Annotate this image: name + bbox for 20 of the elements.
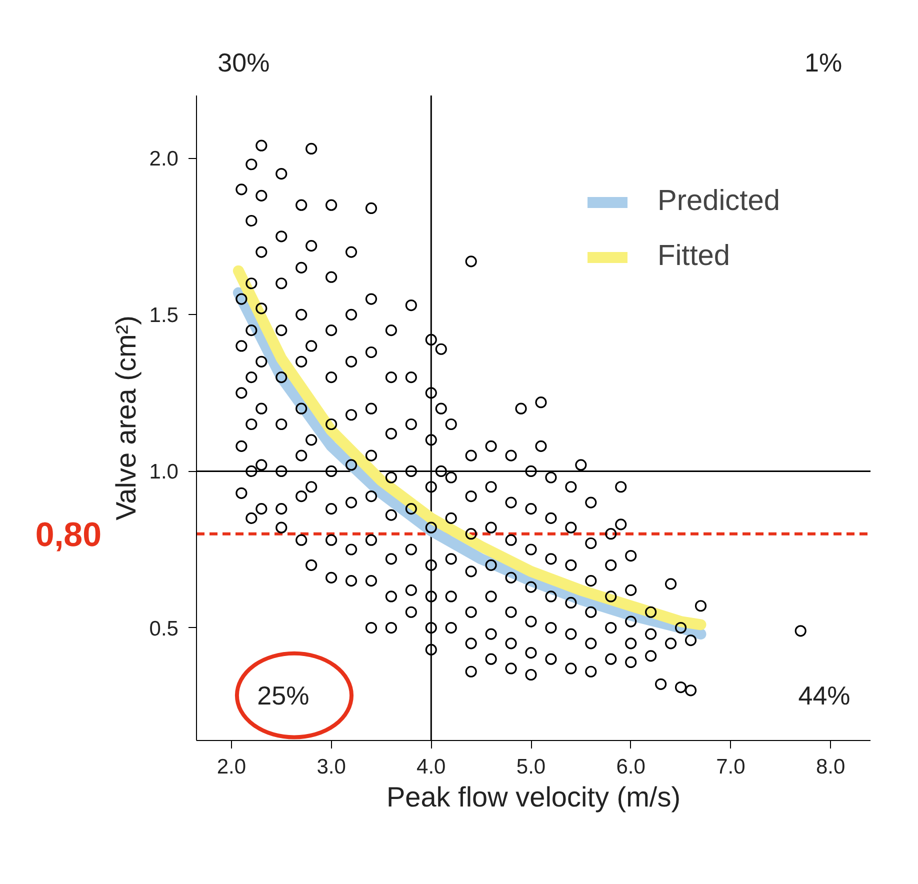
y-tick-label: 2.0 bbox=[149, 148, 179, 171]
x-tick-label: 3.0 bbox=[316, 756, 346, 778]
annotation: 44% bbox=[798, 680, 850, 710]
annotation: 25% bbox=[257, 680, 310, 710]
legend-label: Predicted bbox=[657, 185, 780, 218]
x-tick-label: 4.0 bbox=[416, 756, 446, 778]
y-axis-title: Valve area (cm²) bbox=[110, 316, 142, 520]
x-tick-label: 2.0 bbox=[216, 756, 246, 778]
x-tick-label: 7.0 bbox=[716, 756, 746, 778]
x-tick-label: 6.0 bbox=[616, 756, 646, 778]
ref-line-label: 0,80 bbox=[35, 516, 102, 554]
y-tick-label: 1.0 bbox=[149, 460, 179, 484]
x-axis-title: Peak flow velocity (m/s) bbox=[386, 782, 681, 812]
x-tick-label: 8.0 bbox=[816, 756, 846, 778]
text: 30% bbox=[218, 48, 270, 78]
y-tick-label: 0.5 bbox=[149, 617, 179, 640]
legend-label: Fitted bbox=[657, 240, 730, 273]
x-tick-label: 5.0 bbox=[516, 756, 546, 778]
text: 1% bbox=[804, 48, 842, 78]
y-tick-label: 1.5 bbox=[149, 304, 179, 328]
